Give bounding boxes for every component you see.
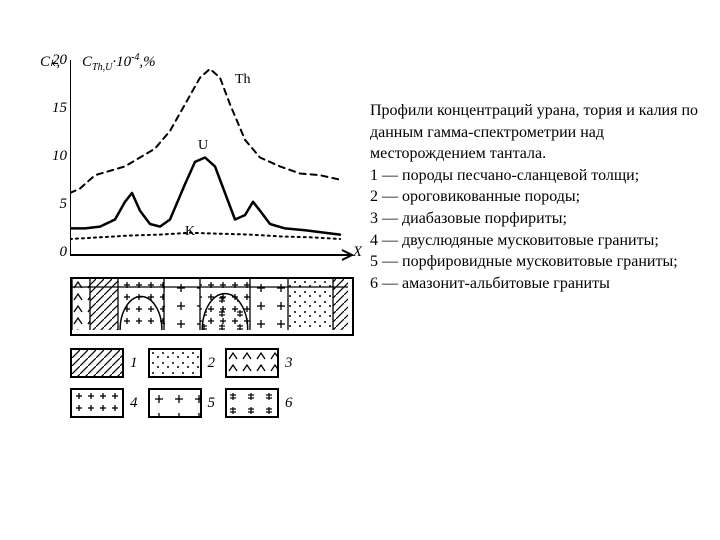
legend-num-5: 5 bbox=[208, 395, 216, 412]
section-svg bbox=[72, 279, 348, 330]
caption-item-1: 1 — породы песчано-сланцевой толщи; bbox=[370, 165, 710, 187]
label-k: K bbox=[185, 224, 195, 240]
caption-item-2: 2 — ороговикованные породы; bbox=[370, 186, 710, 208]
ytick-20: 20 bbox=[42, 52, 67, 69]
caption: Профили концентраций урана, тория и кали… bbox=[370, 100, 710, 294]
ytick-10: 10 bbox=[42, 148, 67, 165]
page: Cₖ, CTh,U·10-4,% 20 15 10 5 0 bbox=[0, 0, 720, 540]
ytick-15: 15 bbox=[42, 100, 67, 117]
legend-swatch-2 bbox=[148, 348, 202, 378]
label-u: U bbox=[198, 138, 208, 154]
legend-swatch-3 bbox=[225, 348, 279, 378]
label-th: Th bbox=[235, 72, 251, 88]
caption-item-4: 4 — двуслюдяные мусковитовые граниты; bbox=[370, 230, 710, 252]
caption-title: Профили концентраций урана, тория и кали… bbox=[370, 100, 710, 165]
legend-item-1: 1 bbox=[70, 348, 138, 378]
cross-section bbox=[70, 277, 354, 336]
caption-item-6: 6 — амазонит-альбитовые граниты bbox=[370, 273, 710, 295]
ytick-0: 0 bbox=[42, 244, 67, 261]
legend-num-3: 3 bbox=[285, 355, 293, 372]
legend-item-2: 2 bbox=[148, 348, 216, 378]
legend-num-4: 4 bbox=[130, 395, 138, 412]
legend-num-2: 2 bbox=[208, 355, 216, 372]
caption-item-3: 3 — диабазовые порфириты; bbox=[370, 208, 710, 230]
legend: 1 2 3 4 5 bbox=[70, 348, 380, 418]
x-axis-label: X bbox=[353, 244, 362, 261]
legend-item-6: 6 bbox=[225, 388, 293, 418]
legend-swatch-1 bbox=[70, 348, 124, 378]
figure: Cₖ, CTh,U·10-4,% 20 15 10 5 0 bbox=[40, 60, 350, 428]
legend-item-3: 3 bbox=[225, 348, 293, 378]
legend-swatch-4 bbox=[70, 388, 124, 418]
legend-num-1: 1 bbox=[130, 355, 138, 372]
legend-item-4: 4 bbox=[70, 388, 138, 418]
chart-svg bbox=[70, 60, 360, 275]
caption-item-5: 5 — порфировидные мусковитовые граниты; bbox=[370, 251, 710, 273]
legend-num-6: 6 bbox=[285, 395, 293, 412]
legend-swatch-6 bbox=[225, 388, 279, 418]
legend-row-2: 4 5 6 bbox=[70, 388, 380, 418]
chart-area: 20 15 10 5 0 Th U K X bbox=[70, 60, 350, 275]
legend-swatch-5 bbox=[148, 388, 202, 418]
legend-item-5: 5 bbox=[148, 388, 216, 418]
ytick-5: 5 bbox=[42, 196, 67, 213]
legend-row-1: 1 2 3 bbox=[70, 348, 380, 378]
